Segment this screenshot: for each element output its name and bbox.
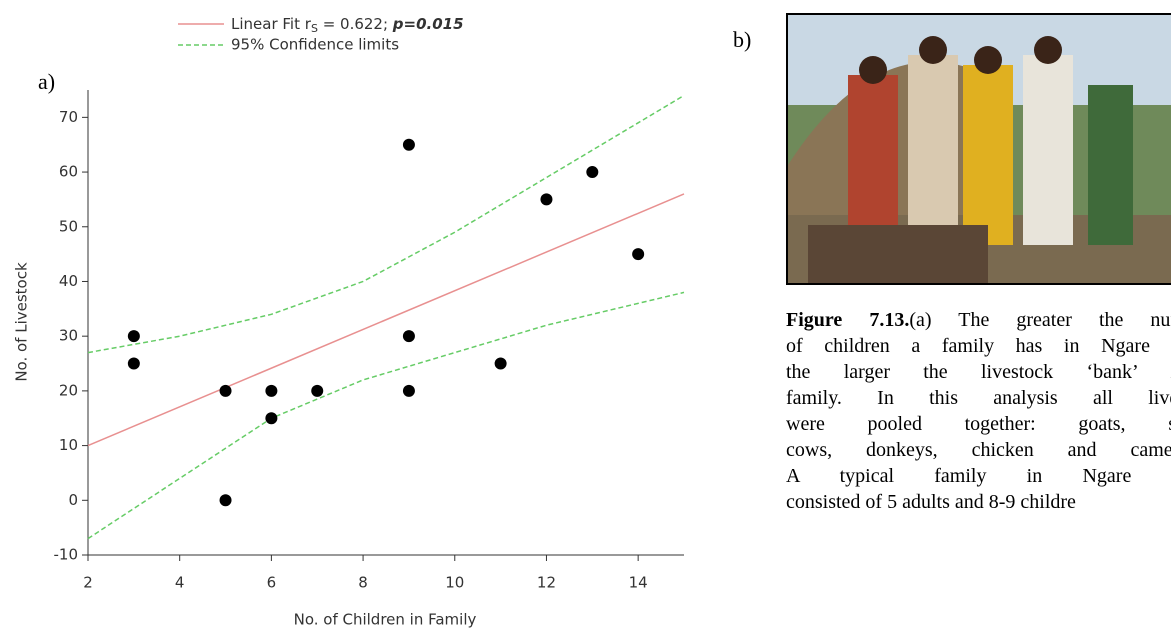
point [265,384,278,397]
panel-label: b) [733,27,751,52]
x-axis-label: No. of Children in Family [294,611,477,629]
y-tick-label: 70 [59,108,78,126]
point [127,330,140,343]
caption-label: Figure 7.13. [786,309,910,331]
point [127,357,140,370]
caption-line: were pooled together: goats, sh [786,411,1171,437]
legend-text: Linear Fit [231,15,300,33]
panel-label: a) [38,69,55,94]
point [402,384,415,397]
caption-text: A typical family in Ngare N [786,465,1171,487]
point [632,248,645,261]
caption: Figure 7.13.(a) The greater the num of ch… [786,307,1171,515]
y-tick-label: 50 [59,217,78,235]
caption-text: the larger the livestock ‘bank’ in [786,361,1171,383]
caption-line: consisted of 5 adults and 8-9 childre [786,489,1171,515]
caption-text: of children a family has in Ngare N [786,335,1171,357]
point [540,193,553,206]
point [586,166,599,179]
y-tick-label: -10 [54,546,79,564]
legend-label: 95% Confidence limits [231,36,399,54]
x-tick-label: 2 [83,574,93,592]
x-tick-label: 10 [445,574,464,592]
photo-illustration [788,15,1171,283]
confidence-lower [87,291,685,540]
y-tick-label: 0 [68,491,78,509]
x-tick-label: 4 [175,574,185,592]
point [494,357,507,370]
caption-line: Figure 7.13.(a) The greater the num [786,307,1171,333]
caption-text: were pooled together: goats, sh [786,413,1171,435]
caption-line: cows, donkeys, chicken and camels [786,437,1171,463]
point [402,138,415,151]
y-tick-label: 60 [59,163,78,181]
stat-r: r [305,15,312,33]
x-tick-label: 8 [358,574,368,592]
stat-p: p=0.015 [392,15,464,33]
x-tick-label: 6 [267,574,277,592]
caption-text: (a) The greater the num [909,309,1171,331]
point [219,494,232,507]
x-tick-label: 14 [629,574,648,592]
point [311,384,324,397]
caption-text: consisted of 5 adults and 8-9 childre [786,491,1076,513]
y-axis-label: No. of Livestock [13,262,31,382]
caption-line: the larger the livestock ‘bank’ in [786,359,1171,385]
caption-line: of children a family has in Ngare N [786,333,1171,359]
caption-line: family. In this analysis all lives [786,385,1171,411]
x-tick-label: 12 [537,574,556,592]
point [219,384,232,397]
panel-b-label-box: b) [733,27,751,52]
point [265,412,278,425]
caption-text: family. In this analysis all lives [786,387,1171,409]
y-tick-label: 20 [59,381,78,399]
y-tick-label: 40 [59,272,78,290]
chart: a) No. of Children in Family No. of Live… [13,15,685,629]
caption-line: A typical family in Ngare N [786,463,1171,489]
point [402,330,415,343]
fit-line [87,193,685,447]
stat-eq: = 0.622; [318,15,393,33]
y-tick-label: 10 [59,436,78,454]
caption-text: cows, donkeys, chicken and camels [786,439,1171,461]
legend-label: Linear Fit rS = 0.622; p=0.015 [231,15,464,36]
stat-sub: S [311,22,318,35]
photo [786,13,1171,285]
confidence-upper [87,94,685,354]
y-tick-label: 30 [59,327,78,345]
